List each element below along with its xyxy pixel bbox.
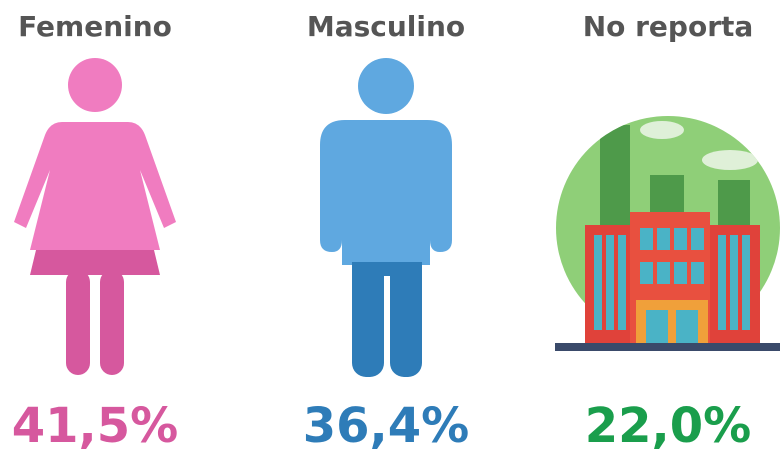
percentage: 22,0% [585,398,752,452]
category-label: Femenino [18,10,172,43]
percentage: 36,4% [303,398,470,452]
category-label: No reporta [583,10,754,43]
male-icon [320,58,452,377]
percentage: 41,5% [12,398,179,452]
category-label: Masculino [307,10,465,43]
female-icon [14,58,176,375]
page: Femenino 41,5% Masculino 36,4% No reporta 22,… [0,0,780,452]
infographic: Femenino 41,5% Masculino 36,4% No reporta 22,… [0,0,780,452]
building-icon [555,116,780,351]
